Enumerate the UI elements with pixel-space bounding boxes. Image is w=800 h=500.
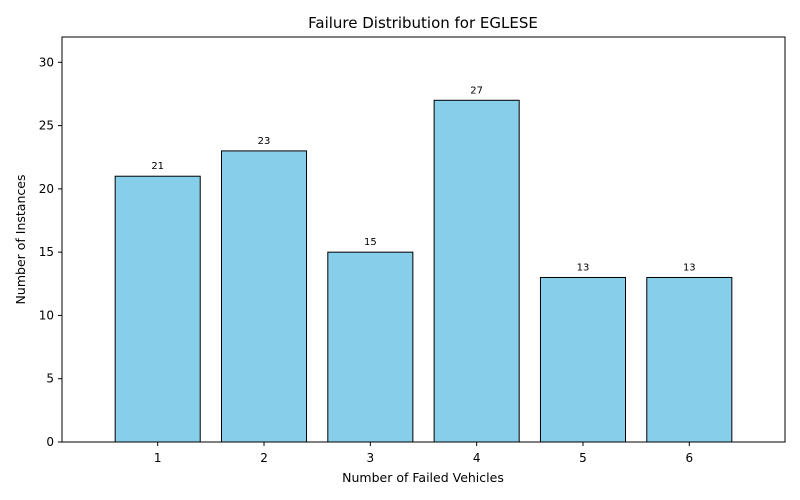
bar-5 [539, 276, 627, 443]
x-tick-label: 1 [154, 451, 162, 465]
x-axis: 1 2 3 4 5 6 [154, 442, 693, 465]
y-tick-label: 0 [46, 435, 54, 449]
bar-2 [220, 150, 308, 443]
data-label-2: 23 [258, 136, 271, 147]
y-tick-label: 25 [39, 119, 54, 133]
x-tick-label: 5 [579, 451, 587, 465]
y-axis-label: Number of Instances [13, 175, 28, 305]
bar-1 [114, 175, 201, 443]
y-tick-label: 5 [46, 372, 54, 386]
x-axis-label: Number of Failed Vehicles [342, 470, 504, 485]
y-axis: 0 5 10 15 20 25 30 [39, 55, 62, 449]
x-tick-label: 3 [367, 451, 375, 465]
data-label-5: 13 [577, 262, 590, 273]
y-tick-label: 15 [39, 245, 54, 259]
data-label-6: 13 [683, 262, 696, 273]
y-tick-label: 10 [39, 308, 54, 322]
x-tick-label: 6 [685, 451, 693, 465]
bar-4 [433, 99, 520, 443]
data-label-4: 27 [470, 85, 483, 96]
data-label-1: 21 [151, 161, 164, 172]
plot-frame [61, 36, 786, 443]
y-tick-label: 30 [39, 55, 54, 69]
bars-layer: 21 23 15 27 13 13 [114, 85, 733, 443]
chart-title: Failure Distribution for EGLESE [308, 14, 538, 32]
bar-3 [327, 251, 414, 443]
x-tick-label: 4 [473, 451, 481, 465]
bar-6 [646, 276, 733, 443]
data-label-3: 15 [364, 237, 377, 248]
x-tick-label: 2 [260, 451, 268, 465]
y-tick-label: 20 [39, 182, 54, 196]
